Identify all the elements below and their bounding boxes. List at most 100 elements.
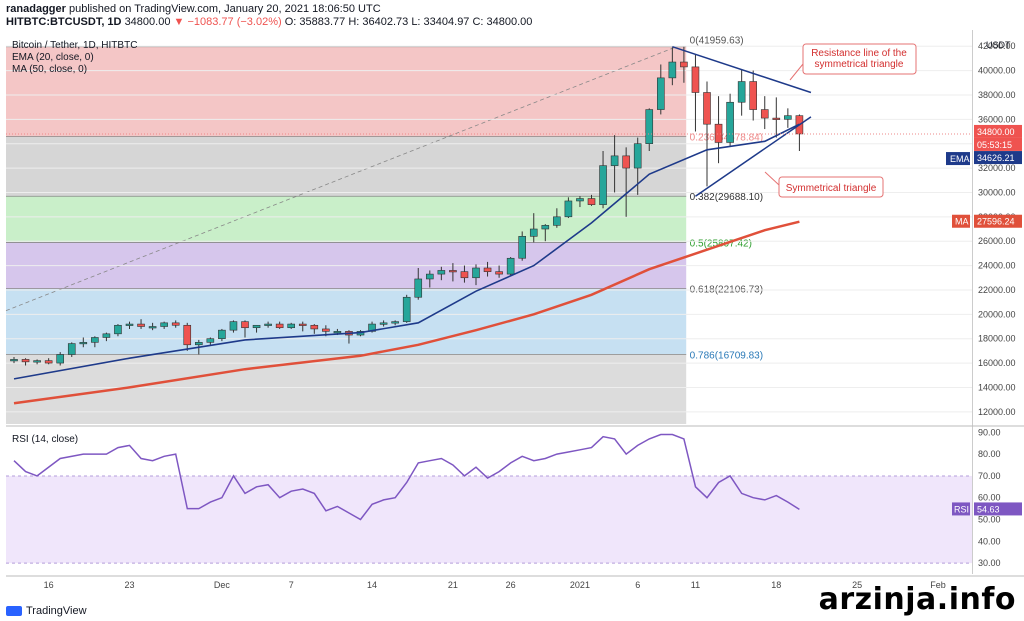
candle-body (183, 324, 192, 346)
fib-label: 0.786(16709.83) (690, 350, 763, 361)
tradingview-brand[interactable]: TradingView (6, 605, 87, 617)
candle-body (241, 321, 249, 329)
candle-body (414, 278, 423, 298)
fib-zone (6, 288, 687, 355)
watermark: arzinja.info (818, 582, 1016, 617)
resistance-line (672, 45, 812, 94)
ohlc-info: HITBTC:BTCUSDT, 1D 34800.00 ▼ −1083.77 (… (6, 16, 532, 28)
candle-body (784, 115, 792, 120)
candle-body (148, 326, 157, 329)
ema-value-tag-bg (974, 151, 1022, 165)
candle-body (495, 271, 503, 275)
rsi-tick: 60.00 (978, 493, 1001, 503)
candle-body (298, 323, 307, 326)
publish-date: published on TradingView.com, January 20… (65, 3, 381, 15)
candle-body (472, 267, 480, 279)
countdown-tag: 05:53:15 (977, 140, 1012, 150)
candle-body (772, 117, 781, 120)
candle-body (437, 270, 446, 275)
resistance-annotation-arrow (789, 63, 804, 81)
countdown-tag-bg (974, 137, 1022, 151)
rsi-tag-label: RSI (954, 504, 969, 514)
candle-body (714, 123, 723, 143)
chart-title: Bitcoin / Tether, 1D, HITBTC (12, 40, 137, 51)
ema-tag-bg (946, 152, 970, 166)
time-tick: 23 (124, 580, 134, 590)
candle-body (599, 165, 607, 205)
price-change: −1083.77 (−3.02%) (187, 16, 282, 28)
rsi-band (6, 475, 972, 564)
candle-body (91, 337, 99, 343)
time-tick: 16 (44, 580, 54, 590)
candle-body (564, 200, 573, 218)
candle-body (576, 198, 584, 202)
price-tick: 22000.00 (978, 285, 1016, 295)
candle-body (553, 216, 561, 226)
candle-body (645, 109, 654, 144)
candle-body (195, 342, 203, 346)
resistance-annotation-box (802, 43, 917, 75)
candle-body (541, 225, 550, 230)
ma-legend: MA (50, close, 0) (12, 64, 87, 75)
resistance-annotation: Resistance line of the symmetrical triang… (811, 48, 907, 70)
candle-body (33, 360, 41, 363)
price-axis-border (972, 30, 973, 574)
fib-label: 0.382(29688.10) (690, 192, 763, 203)
time-tick: 2021 (570, 580, 590, 590)
candle-body (379, 322, 388, 325)
candle-body (587, 198, 596, 205)
rsi-value-tag: 54.63 (977, 504, 1000, 514)
candle-body (102, 333, 111, 338)
time-tick: Feb (930, 580, 946, 590)
candle-body (137, 323, 145, 327)
time-tick: 18 (771, 580, 781, 590)
time-tick: 26 (506, 580, 516, 590)
triangle-annotation-box (778, 176, 884, 198)
candle-body (79, 342, 88, 345)
price-tick: 40000.00 (978, 66, 1016, 76)
candle-body (680, 61, 688, 68)
ma-tag-bg (952, 214, 970, 228)
price-tick: 14000.00 (978, 382, 1016, 392)
candle-body (252, 324, 261, 329)
price-tick: 26000.00 (978, 236, 1016, 246)
candle-body (10, 359, 18, 362)
candle-body (483, 267, 492, 272)
candle-body (425, 273, 434, 280)
candle-body (460, 271, 469, 279)
price-tick: 42000.00 (978, 41, 1016, 51)
price-tick: 32000.00 (978, 163, 1016, 173)
ema-tag-label: EMA (950, 154, 970, 164)
price-tick: 16000.00 (978, 358, 1016, 368)
candle-body (218, 329, 226, 339)
candle-body (264, 323, 272, 326)
down-arrow-icon: ▼ (173, 16, 185, 28)
candle-body (67, 343, 76, 355)
candle-body (703, 92, 711, 125)
rsi-tick: 90.00 (978, 427, 1001, 437)
candle-body (449, 270, 457, 273)
fib-label: 0(41959.63) (690, 36, 744, 47)
candle-body (760, 109, 769, 119)
rsi-value-tag-bg (974, 502, 1022, 516)
symbol-label: HITBTC:BTCUSDT, 1D (6, 16, 122, 28)
triangle-annotation: Symmetrical triangle (786, 183, 877, 194)
publish-info: ranadagger published on TradingView.com,… (6, 3, 381, 15)
time-tick: 14 (367, 580, 377, 590)
ma50-line (13, 220, 800, 405)
candle-body (229, 321, 238, 331)
time-tick: 11 (691, 580, 700, 590)
candle-body (506, 257, 515, 275)
candle-body (310, 324, 319, 330)
last-price: 34800.00 (124, 16, 171, 28)
rsi-line (13, 433, 800, 521)
candle-body (160, 322, 168, 327)
candle-body (114, 324, 122, 335)
time-tick: 7 (289, 580, 294, 590)
currency-label: USDT (986, 40, 1011, 50)
candle-body (275, 323, 284, 329)
candle-body (529, 228, 538, 237)
rsi-tick: 50.00 (978, 515, 1001, 525)
price-tick: 38000.00 (978, 90, 1016, 100)
